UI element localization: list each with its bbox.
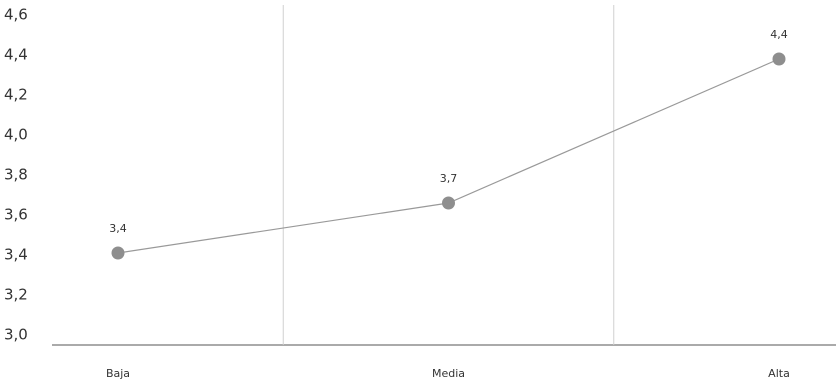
x-tick-label: Baja <box>106 367 130 380</box>
value-label: 4,4 <box>770 28 788 41</box>
y-tick-label: 4,6 <box>4 6 28 24</box>
y-tick-label: 3,8 <box>4 166 28 184</box>
y-tick-label: 4,0 <box>4 126 28 144</box>
x-tick-label: Alta <box>768 367 790 380</box>
y-tick-label: 4,4 <box>4 46 28 64</box>
value-label: 3,7 <box>440 172 458 185</box>
line <box>117 58 780 254</box>
y-tick-label: 3,6 <box>4 206 28 224</box>
y-tick-label: 3,4 <box>4 246 28 264</box>
point <box>111 246 125 260</box>
value-label: 3,4 <box>109 222 127 235</box>
point <box>442 196 455 210</box>
y-tick-label: 4,2 <box>4 86 28 104</box>
y-tick-label: 3,0 <box>4 326 28 344</box>
x-tick-label: Media <box>432 367 465 380</box>
point <box>772 52 786 66</box>
y-tick-label: 3,2 <box>4 286 28 304</box>
